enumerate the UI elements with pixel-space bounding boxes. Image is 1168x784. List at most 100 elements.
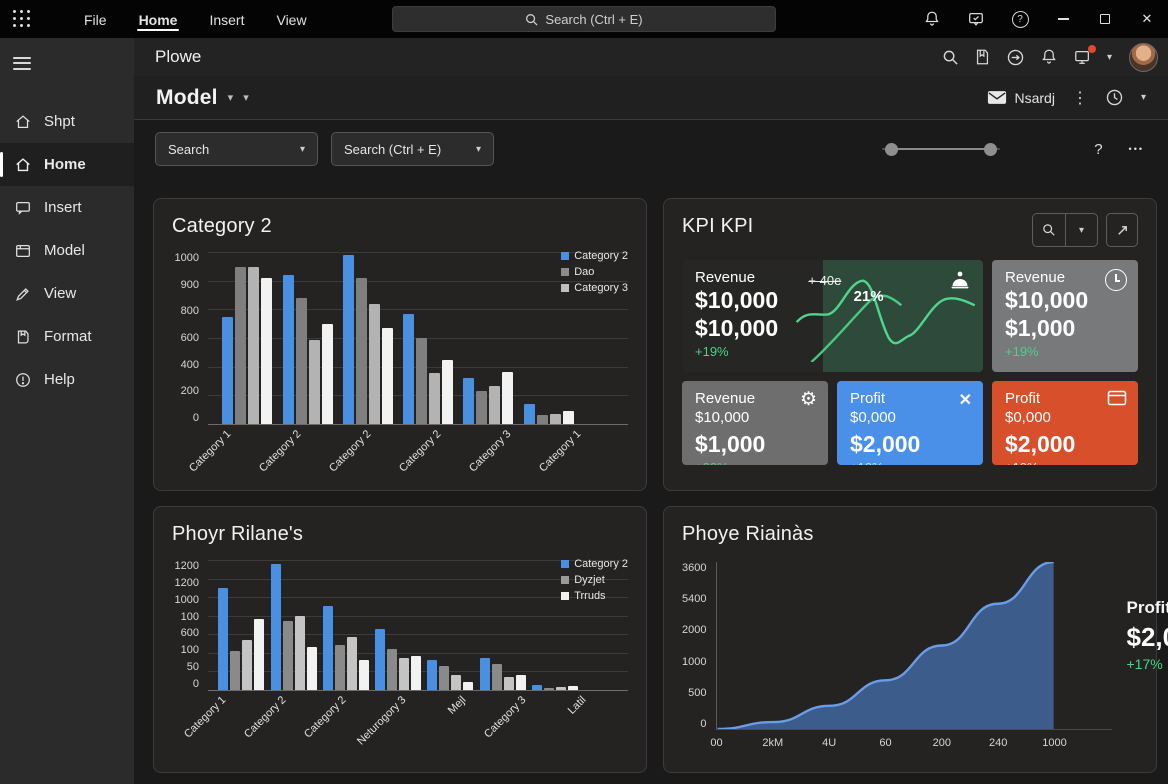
visual-card-category2[interactable]: Category 2 1000 900 800 600 400 200 0 Category … (153, 198, 647, 491)
bar[interactable] (536, 414, 548, 424)
circle-arrow-button[interactable] (1006, 48, 1025, 67)
bar[interactable] (442, 360, 454, 424)
sidebar-item-view[interactable]: View (0, 272, 134, 315)
presenter-button[interactable] (1073, 45, 1096, 66)
bar[interactable] (491, 664, 502, 690)
bar-chart-category2[interactable]: 1000 900 800 600 400 200 0 Category 2 Dao Categor… (172, 250, 628, 476)
bar[interactable] (411, 656, 421, 690)
minimize-button[interactable] (1042, 0, 1084, 38)
feedback-button[interactable] (954, 0, 998, 38)
area-chart[interactable] (716, 562, 1113, 730)
menu-insert[interactable]: Insert (209, 12, 245, 28)
sidebar-item-home[interactable]: Home (0, 143, 134, 186)
bar[interactable] (515, 674, 526, 690)
kpi-tile-revenue-2[interactable]: Revenue $10,000 $1,000 +19% (992, 260, 1138, 372)
bar[interactable] (368, 304, 380, 424)
search-dropdown[interactable]: Search ▾ (155, 132, 318, 166)
kpi-tile-revenue-spark[interactable]: Revenue $10,000 $10,000 +19% + 40e 21% (682, 260, 983, 372)
bar[interactable] (555, 687, 566, 690)
kpi-tile-profit-1[interactable]: Profit $0,000 $2,000 +10% ✕ (837, 381, 983, 465)
bar[interactable] (427, 659, 438, 690)
bar[interactable] (387, 648, 397, 690)
chevron-down-icon[interactable]: ▾ (1140, 92, 1146, 103)
legend-item[interactable]: Dao (561, 266, 628, 278)
user-avatar[interactable] (1129, 42, 1158, 72)
bookmark-file-button[interactable] (974, 48, 991, 66)
notifications-button[interactable] (910, 0, 954, 38)
bar[interactable] (549, 413, 561, 424)
bar[interactable] (218, 588, 229, 690)
slider-handle-left[interactable] (885, 142, 899, 156)
menu-home[interactable]: Home (127, 3, 190, 35)
bar[interactable] (294, 616, 305, 690)
sidebar-item-shpt[interactable]: Shpt (0, 100, 134, 143)
bar-chart-phoyr[interactable]: 1200 1200 1000 100 600 100 50 0 Category 2 Dyzjet… (172, 558, 628, 750)
notifications-button[interactable] (1040, 48, 1058, 66)
bar[interactable] (403, 313, 415, 424)
more-options-button[interactable]: ⋮ (1071, 89, 1088, 107)
more-options-button[interactable]: ••• (1128, 144, 1144, 154)
bar[interactable] (270, 564, 281, 690)
app-launcher-button[interactable] (0, 0, 44, 38)
bar[interactable] (261, 277, 273, 424)
sidebar-toggle-button[interactable] (0, 38, 134, 87)
bar[interactable] (295, 298, 307, 424)
kpi-tile-revenue-3[interactable]: Revenue $10,000 $1,000 +00% ⚙ (682, 381, 828, 465)
legend-item[interactable]: Category 3 (561, 282, 628, 294)
chevron-down-icon[interactable]: ▾ (1106, 51, 1112, 63)
search-button[interactable] (942, 49, 959, 66)
search-ctrl-dropdown[interactable]: Search (Ctrl + E) ▾ (331, 132, 494, 166)
kpi-tile-profit-2[interactable]: Profit $0,000 $2,000 +19% (992, 381, 1138, 465)
kpi-search-button[interactable] (1033, 214, 1065, 246)
bar[interactable] (222, 317, 234, 424)
bar[interactable] (543, 688, 554, 690)
bar[interactable] (479, 657, 490, 690)
sidebar-item-format[interactable]: Format (0, 315, 134, 358)
bar[interactable] (451, 674, 462, 690)
chevron-down-icon[interactable]: ▾ (227, 92, 234, 104)
menu-file[interactable]: File (84, 12, 107, 28)
bar[interactable] (282, 620, 293, 690)
bar[interactable] (235, 267, 247, 424)
zoom-slider[interactable] (882, 142, 1001, 156)
sidebar-item-model[interactable]: Model (0, 229, 134, 272)
bar[interactable] (531, 684, 542, 690)
bar[interactable] (375, 629, 385, 690)
close-icon[interactable]: ✕ (958, 392, 972, 409)
bar[interactable] (562, 411, 574, 424)
bar[interactable] (523, 404, 535, 424)
bar[interactable] (254, 618, 265, 690)
legend-item[interactable]: Category 2 (561, 558, 628, 570)
bar[interactable] (429, 373, 441, 424)
kpi-dropdown-button[interactable]: ▾ (1065, 214, 1097, 246)
help-button[interactable]: ? (998, 0, 1042, 38)
bar[interactable] (358, 659, 369, 690)
bar[interactable] (230, 651, 241, 690)
legend-item[interactable]: Trruds (561, 590, 628, 602)
area-fill[interactable] (718, 562, 1055, 729)
help-button[interactable]: ? (1094, 140, 1103, 158)
bar[interactable] (342, 255, 354, 424)
visual-card-kpi[interactable]: KPI KPI ▾ (663, 198, 1157, 491)
sidebar-item-insert[interactable]: Insert (0, 186, 134, 229)
bar[interactable] (416, 338, 428, 424)
bar[interactable] (502, 371, 514, 424)
bar[interactable] (322, 605, 333, 690)
clock-icon[interactable] (1105, 88, 1124, 107)
bar[interactable] (355, 277, 367, 424)
visual-card-phoyr[interactable]: Phoyr Rilane's 1200 1200 1000 100 600 100 50 0 C… (153, 506, 647, 773)
bar[interactable] (463, 682, 474, 690)
visual-card-phoye[interactable]: Phoye Riainàs 3600 5400 2000 1000 500 0 00 2kM… (663, 506, 1168, 773)
bar[interactable] (489, 386, 501, 424)
bar[interactable] (282, 275, 294, 424)
global-search-input[interactable]: Search (Ctrl + E) (392, 6, 776, 32)
legend-item[interactable]: Dyzjet (561, 574, 628, 586)
bar[interactable] (346, 636, 357, 690)
bar[interactable] (308, 339, 320, 424)
bar[interactable] (248, 267, 260, 424)
sidebar-item-help[interactable]: Help (0, 358, 134, 401)
bar[interactable] (463, 378, 475, 424)
bar[interactable] (476, 391, 488, 424)
slider-handle-right[interactable] (984, 142, 998, 156)
menu-view[interactable]: View (276, 12, 307, 28)
